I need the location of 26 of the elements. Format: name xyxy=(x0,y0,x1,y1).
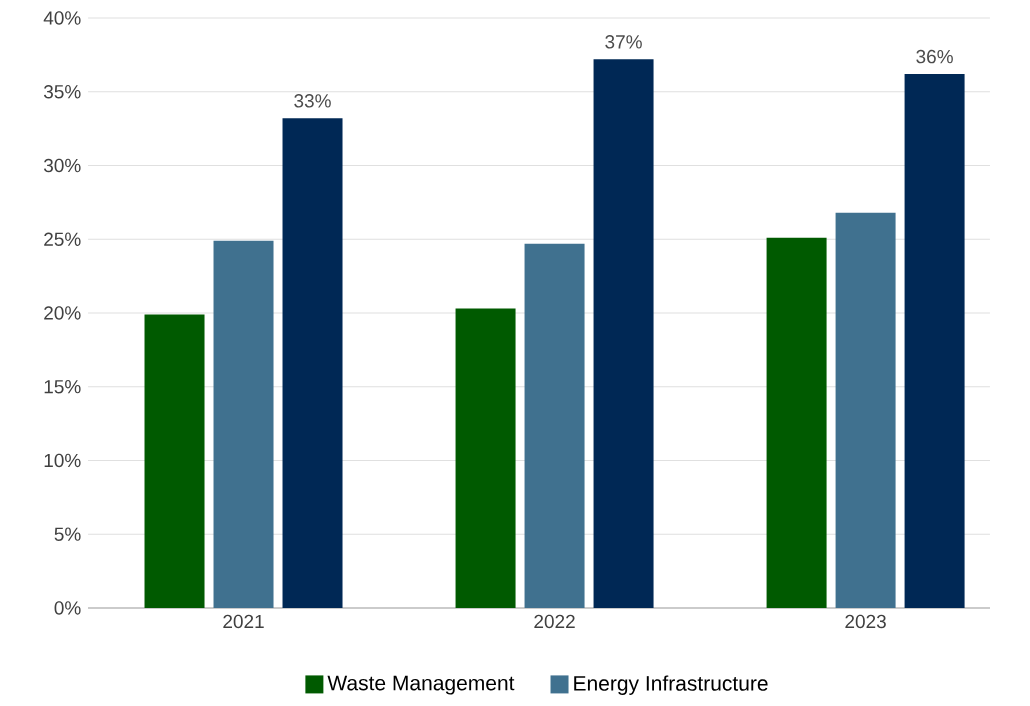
data-label: 37% xyxy=(605,35,642,49)
y-tick-label: 35% xyxy=(43,85,81,99)
bar xyxy=(835,212,896,608)
bar xyxy=(282,118,343,608)
y-tick-label: 40% xyxy=(43,11,81,25)
bar xyxy=(144,314,205,608)
bar xyxy=(904,74,965,608)
legend-label: Waste Management xyxy=(327,675,515,695)
bar xyxy=(455,308,516,608)
y-tick-label: 20% xyxy=(44,306,81,320)
bar xyxy=(593,59,654,608)
bar xyxy=(213,240,274,608)
data-label: 36% xyxy=(916,49,953,64)
bar xyxy=(524,243,585,608)
y-tick-label: 10% xyxy=(44,453,81,468)
x-tick-label: 2021 xyxy=(223,614,264,629)
y-tick-label: 5% xyxy=(54,527,81,541)
legend-label: Energy Infrastructure xyxy=(574,675,768,695)
data-label: 33% xyxy=(294,94,331,108)
y-tick-label: 15% xyxy=(44,380,81,394)
x-tick-label: 2023 xyxy=(845,614,886,629)
x-tick-label: 2022 xyxy=(534,614,575,629)
y-tick-label: 30% xyxy=(43,158,81,173)
bar xyxy=(766,237,827,608)
y-tick-label: 0% xyxy=(54,601,81,615)
y-tick-label: 25% xyxy=(44,232,81,246)
